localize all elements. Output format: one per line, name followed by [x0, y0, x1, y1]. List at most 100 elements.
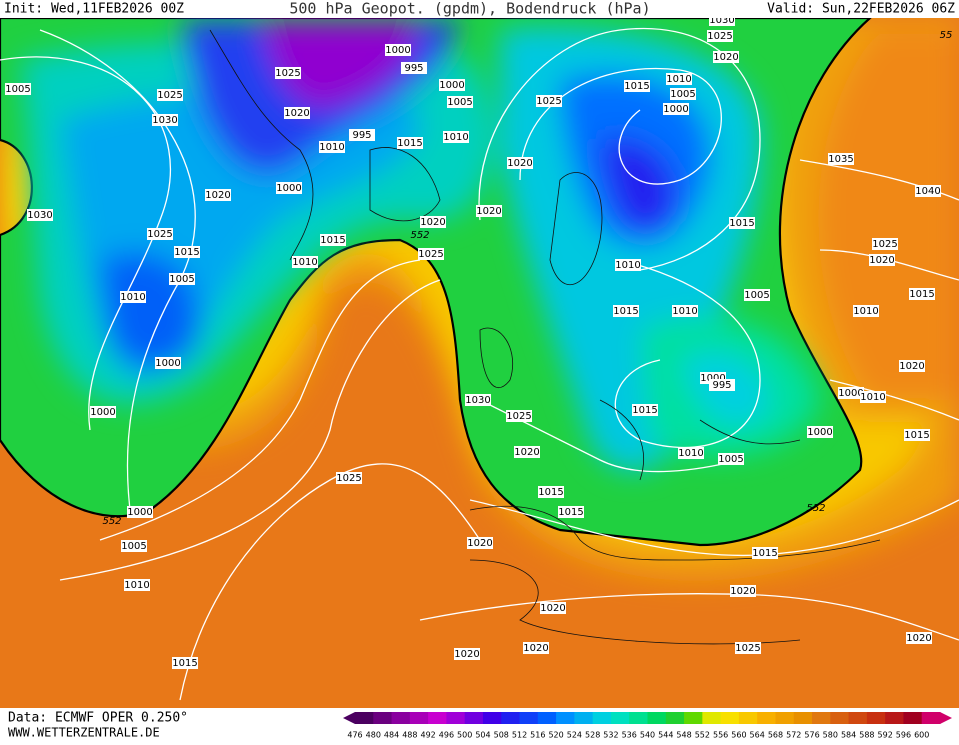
- colorbar-label: 484: [384, 731, 399, 740]
- isobar-label: 1000: [700, 373, 725, 384]
- isobar-label: 1025: [418, 249, 443, 260]
- isobar-label: 1005: [744, 290, 769, 301]
- colorbar-cell: [702, 712, 722, 724]
- isobar-label: 1000: [155, 358, 180, 369]
- isobar-label: 1020: [906, 633, 931, 644]
- isobar-label-box: [838, 387, 864, 399]
- isobar-label: 1005: [670, 89, 695, 100]
- colorbar-label: 496: [439, 731, 454, 740]
- colorbar-cell: [391, 712, 411, 724]
- isobar-label-box: [872, 238, 898, 250]
- isobar-label-box: [514, 446, 540, 458]
- isobar-label: 1010: [443, 132, 468, 143]
- colorbar-label: 564: [750, 731, 765, 740]
- colorbar-cell: [812, 712, 831, 724]
- colorbar-label: 576: [804, 731, 819, 740]
- isobar-label-box: [174, 246, 200, 258]
- isobar-label: 1020: [420, 217, 445, 228]
- isobar-label-box: [27, 209, 53, 221]
- isobar-label: 1015: [397, 138, 422, 149]
- isobar-label: 1020: [523, 643, 548, 654]
- isobar-label-box: [319, 141, 345, 153]
- isobar-label: 1010: [666, 74, 691, 85]
- colorbar-cell: [537, 712, 557, 724]
- colorbar: 476 480 484 488 492 496 500 504 508 512 516 520 524 5…: [343, 712, 952, 740]
- isobar-label-box: [807, 426, 833, 438]
- colorbar-cell: [409, 712, 429, 724]
- isobar-label-box: [666, 73, 692, 85]
- colorbar-cell: [775, 712, 795, 724]
- isobar-label: 1030: [27, 210, 52, 221]
- colorbar-label: 536: [622, 731, 637, 740]
- contour-label: 55: [940, 30, 953, 41]
- colorbar-label: 528: [585, 731, 600, 740]
- data-source: Data: ECMWF OPER 0.250°: [8, 711, 188, 726]
- isobar-label: 1025: [157, 90, 182, 101]
- isobar-label: 1030: [465, 395, 490, 406]
- isobar-label-box: [121, 540, 147, 552]
- isobar-label-box: [124, 579, 150, 591]
- colorbar-cell: [574, 712, 594, 724]
- isobar-label: 1040: [915, 186, 940, 197]
- header-bar: [0, 0, 959, 18]
- isobar-label-box: [507, 157, 533, 169]
- colorbar-cell: [720, 712, 740, 724]
- isobar-label-box: [418, 248, 444, 260]
- isobar-label-box: [275, 67, 301, 79]
- isobar-label-box: [420, 216, 446, 228]
- isobar-label: 1020: [730, 586, 755, 597]
- isobar-label-box: [678, 447, 704, 459]
- isobar-label: 1015: [632, 405, 657, 416]
- isobar-label: 1025: [336, 473, 361, 484]
- isobar-label-box: [536, 95, 562, 107]
- colorbar-label: 592: [878, 731, 893, 740]
- isobar-label-box: [397, 137, 423, 149]
- colorbar-cell: [830, 712, 850, 724]
- isobar-label: 1025: [735, 643, 760, 654]
- colorbar-arrow-right: [940, 712, 952, 724]
- isobar-label-box: [729, 217, 755, 229]
- isobar-label: 995: [712, 380, 731, 391]
- colorbar-label: 572: [786, 731, 801, 740]
- isobar-label-box: [336, 472, 362, 484]
- isobar-label-box: [443, 131, 469, 143]
- colorbar-label: 520: [548, 731, 563, 740]
- isobar-label: 1025: [872, 239, 897, 250]
- isobar-label: 1000: [838, 388, 863, 399]
- isobar-label: 1025: [506, 411, 531, 422]
- isobar-label-box: [523, 642, 549, 654]
- colorbar-label: 588: [859, 731, 874, 740]
- colorbar-label: 508: [494, 731, 509, 740]
- isobar-label: 1015: [752, 548, 777, 559]
- isobar-label-box: [624, 80, 650, 92]
- isobar-label: 1015: [729, 218, 754, 229]
- isobar-label-box: [707, 30, 733, 42]
- isobar-label: 1025: [147, 229, 172, 240]
- isobar-label-box: [709, 18, 735, 26]
- isobar-label-box: [276, 182, 302, 194]
- map-title: 500 hPa Geopot. (gpdm), Bodendruck (hPa): [289, 0, 650, 18]
- isobar-label-box: [904, 429, 930, 441]
- isobar-label-box: [476, 205, 502, 217]
- isobar-label-box: [90, 406, 116, 418]
- isobar-label: 1015: [558, 507, 583, 518]
- colorbar-label: 488: [402, 731, 417, 740]
- colorbar-label: 540: [640, 731, 655, 740]
- colorbar-cell: [903, 712, 923, 724]
- colorbar-label: 556: [713, 731, 728, 740]
- colorbar-label: 544: [658, 731, 673, 740]
- isobar-label: 1020: [899, 361, 924, 372]
- colorbar-cell: [428, 712, 447, 724]
- isobar-label-box: [5, 83, 31, 95]
- isobar-label: 1025: [536, 96, 561, 107]
- colorbar-label: 516: [530, 731, 545, 740]
- colorbar-cell: [373, 712, 393, 724]
- isobar-label: 1030: [709, 15, 734, 26]
- isobar-label-box: [853, 305, 879, 317]
- isobar-label: 1000: [663, 104, 688, 115]
- isobar-label-box: [540, 602, 566, 614]
- isobar-label: 1020: [514, 447, 539, 458]
- isobar-label: 1020: [284, 108, 309, 119]
- isobar-label: 1020: [713, 52, 738, 63]
